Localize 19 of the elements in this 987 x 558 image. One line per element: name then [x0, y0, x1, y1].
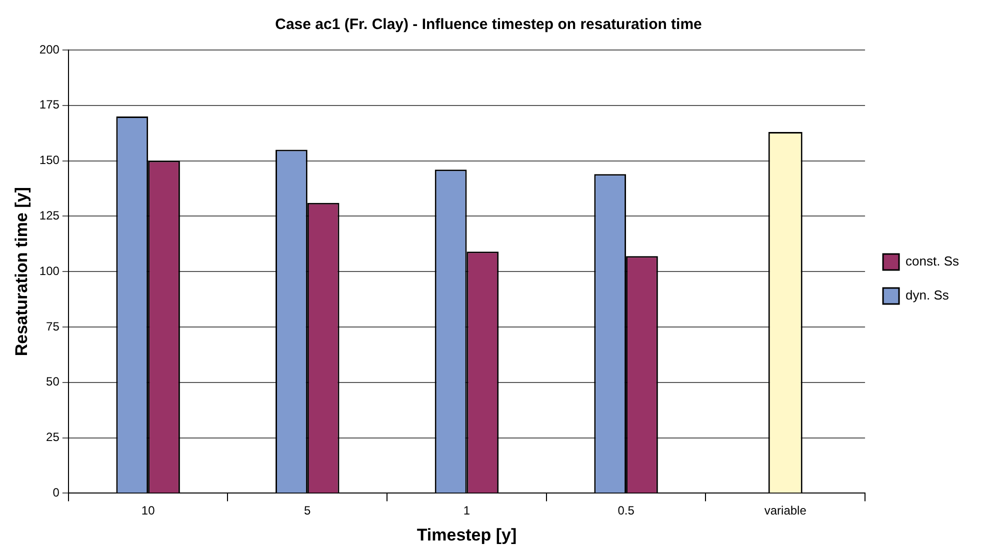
y-axis-title: Resaturation time [y] — [12, 187, 31, 356]
chart-title: Case ac1 (Fr. Clay) - Influence timestep on resaturation time — [275, 16, 702, 34]
y-tick-label: 175 — [39, 98, 60, 112]
legend-label: const. Ss — [906, 254, 960, 269]
x-tick-label: 5 — [304, 504, 312, 518]
y-tick-label: 0 — [52, 486, 60, 500]
x-tick-label: 1 — [463, 504, 470, 518]
y-tick-label: 125 — [39, 208, 60, 223]
x-tick-label: 0.5 — [618, 504, 635, 518]
legend-label: dyn. Ss — [906, 288, 950, 303]
y-tick-label: 200 — [39, 42, 60, 56]
x-tick-label: 10 — [141, 504, 156, 518]
x-tick-label: variable — [764, 504, 807, 518]
y-tick-label: 75 — [46, 319, 60, 334]
y-tick-label: 150 — [39, 153, 60, 168]
y-tick-label: 25 — [46, 430, 60, 444]
x-axis-title: Timestep [y] — [416, 525, 517, 544]
y-tick-label: 50 — [46, 374, 60, 389]
y-tick-label: 100 — [39, 264, 60, 278]
